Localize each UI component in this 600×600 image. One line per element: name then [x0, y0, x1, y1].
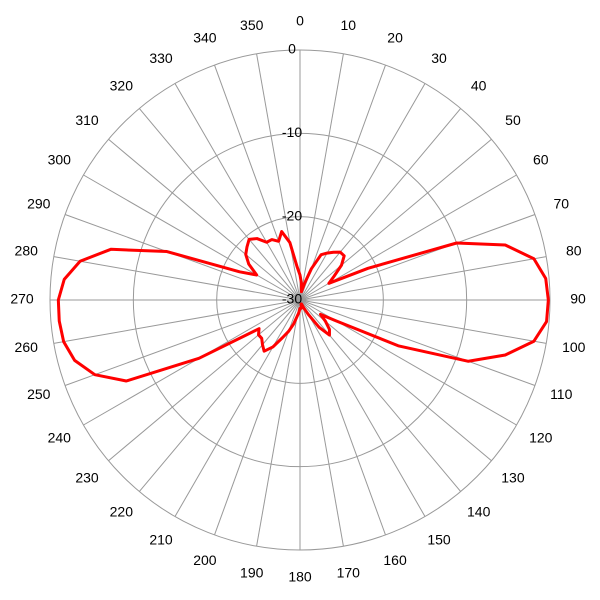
spoke	[83, 299, 301, 426]
angle-label: 20	[387, 29, 403, 45]
spoke	[299, 299, 386, 536]
r-tick-label: -30	[282, 291, 302, 307]
angle-label: 240	[48, 430, 72, 446]
angle-label: 270	[10, 291, 34, 307]
spoke	[138, 299, 301, 492]
spoke	[256, 299, 301, 547]
spoke	[299, 299, 547, 344]
spoke	[299, 138, 492, 301]
angle-label: 300	[48, 152, 72, 168]
angle-label: 180	[288, 569, 312, 585]
r-tick-label: 0	[288, 41, 296, 57]
angle-label: 210	[149, 531, 173, 547]
spoke	[299, 299, 536, 386]
angle-label: 50	[505, 112, 521, 128]
angle-label: 350	[240, 17, 264, 33]
angle-label: 250	[27, 386, 51, 402]
spoke	[174, 299, 301, 517]
angle-label: 110	[550, 386, 573, 402]
spoke	[299, 64, 386, 301]
pattern-line	[56, 230, 550, 383]
angle-label: 310	[75, 112, 99, 128]
spoke	[214, 64, 301, 301]
angle-label: 140	[467, 504, 491, 520]
angle-label: 170	[337, 564, 361, 580]
angle-label: 100	[562, 339, 586, 355]
angle-label: 220	[110, 504, 134, 520]
spoke	[299, 256, 547, 301]
angle-label: 70	[553, 196, 569, 212]
r-tick-label: -20	[282, 207, 302, 223]
angle-label: 230	[75, 469, 99, 485]
angle-label: 260	[15, 339, 39, 355]
spoke	[299, 299, 426, 517]
angle-label: 80	[566, 242, 582, 258]
spoke	[174, 83, 301, 301]
spoke	[299, 299, 492, 462]
spoke	[299, 214, 536, 301]
spoke	[299, 83, 426, 301]
angle-label: 160	[383, 552, 407, 568]
angle-label: 60	[533, 152, 549, 168]
angle-label: 330	[149, 50, 173, 66]
angle-label: 200	[193, 552, 217, 568]
angle-label: 320	[110, 78, 134, 94]
angle-label: 0	[296, 13, 304, 29]
angle-label: 280	[15, 242, 39, 258]
angle-label: 190	[240, 564, 264, 580]
angle-label: 30	[431, 50, 447, 66]
spoke	[53, 299, 301, 344]
spoke	[214, 299, 301, 536]
angle-label: 10	[340, 17, 356, 33]
spoke	[53, 256, 301, 301]
r-tick-label: -10	[282, 124, 302, 140]
spoke	[108, 138, 301, 301]
angle-label: 120	[529, 430, 553, 446]
angle-label: 150	[427, 531, 451, 547]
spoke	[299, 108, 462, 301]
angle-label: 130	[501, 469, 525, 485]
angle-label: 290	[27, 196, 51, 212]
spoke	[64, 299, 301, 386]
angle-label: 40	[471, 78, 487, 94]
spoke	[256, 53, 301, 301]
spoke	[108, 299, 301, 462]
spoke	[299, 53, 344, 301]
angle-label: 340	[193, 29, 217, 45]
spoke	[299, 299, 344, 547]
spoke	[138, 108, 301, 301]
angle-label: 90	[570, 291, 586, 307]
spoke	[83, 174, 301, 301]
